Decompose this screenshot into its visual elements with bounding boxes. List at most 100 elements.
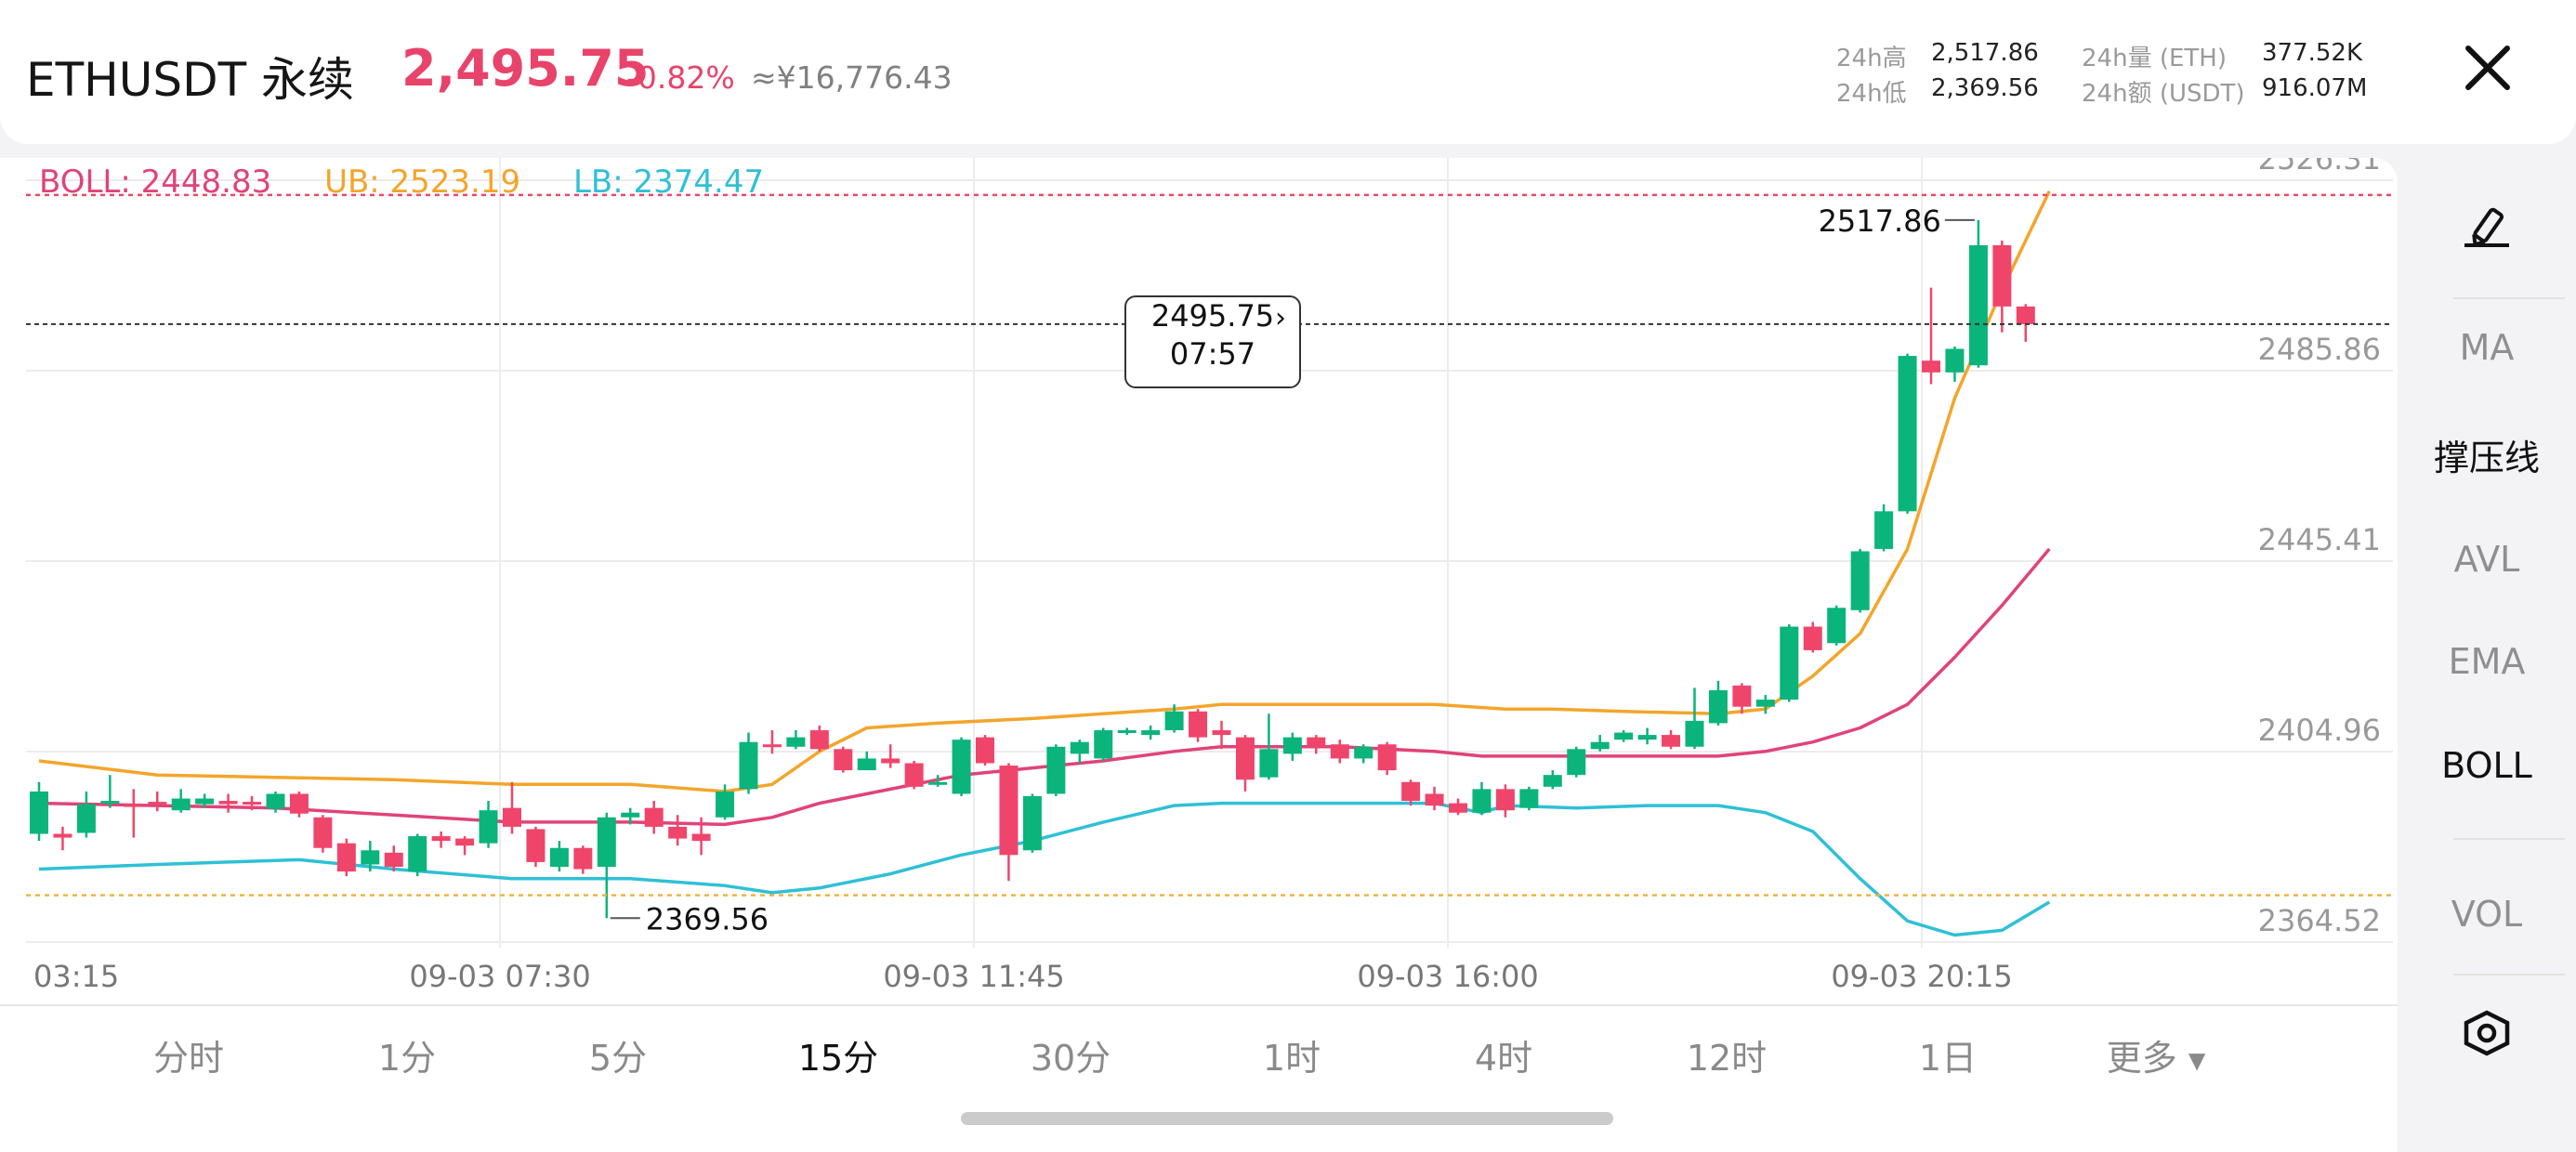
candle bbox=[1235, 735, 1255, 792]
candle bbox=[266, 791, 285, 813]
boll-legend: BOLL: 2448.83 UB: 2523.19 LB: 2374.47 bbox=[39, 164, 807, 201]
candle-body bbox=[1755, 700, 1775, 707]
candle-body bbox=[1850, 551, 1870, 610]
candle-body bbox=[1708, 689, 1728, 724]
timeframe-tab-more[interactable]: 更多 ▼ bbox=[2107, 1029, 2206, 1080]
candle bbox=[573, 845, 593, 874]
candle-body bbox=[809, 730, 829, 750]
candle-body bbox=[2016, 306, 2035, 324]
candle-body bbox=[455, 838, 475, 846]
candle-body bbox=[1282, 737, 1302, 754]
candle bbox=[716, 784, 735, 820]
candle-body bbox=[218, 801, 238, 805]
timeframe-tab-30m[interactable]: 30分 bbox=[1030, 1038, 1111, 1079]
pen-icon[interactable] bbox=[2398, 204, 2576, 251]
candle bbox=[1732, 683, 1752, 714]
candle-body bbox=[243, 802, 262, 805]
candle bbox=[1472, 781, 1492, 816]
y-axis-label: 2485.86 bbox=[2258, 332, 2381, 367]
indicator-ma[interactable]: MA bbox=[2459, 327, 2515, 368]
timeframe-tab-1h[interactable]: 1时 bbox=[1262, 1038, 1321, 1079]
candle bbox=[1495, 784, 1515, 818]
candle bbox=[455, 836, 475, 856]
candle-body bbox=[124, 804, 143, 807]
close-icon[interactable] bbox=[2453, 33, 2522, 102]
indicator-ema[interactable]: EMA bbox=[2448, 641, 2526, 682]
symbol-title[interactable]: ETHUSDT 永续 bbox=[26, 53, 355, 107]
candle bbox=[384, 845, 403, 872]
candle-body bbox=[1874, 511, 1894, 549]
candle bbox=[1354, 744, 1373, 764]
candle bbox=[549, 841, 569, 872]
candle-body bbox=[1212, 730, 1231, 736]
timeframe-tab-5m[interactable]: 5分 bbox=[588, 1038, 648, 1079]
y-axis-label: 2526.31 bbox=[2258, 158, 2381, 177]
candle bbox=[30, 781, 48, 842]
candle bbox=[53, 826, 72, 851]
low-24h-value: 2,369.56 bbox=[1931, 74, 2039, 102]
timeframe-tab-4h[interactable]: 4时 bbox=[1474, 1038, 1533, 1079]
indicator-vol[interactable]: VOL bbox=[2451, 894, 2523, 935]
cursor-price-label[interactable]: 2495.75 07:57 › bbox=[1124, 295, 1301, 388]
candle-body bbox=[30, 791, 48, 834]
candle bbox=[809, 725, 829, 752]
candle-body bbox=[503, 807, 521, 827]
candle bbox=[1070, 740, 1089, 764]
indicator-support-resistance[interactable]: 撑压线 bbox=[2433, 438, 2540, 478]
candle-body bbox=[1968, 244, 1988, 366]
timeframe-tab-1d[interactable]: 1日 bbox=[1918, 1038, 1978, 1079]
candle bbox=[1212, 720, 1231, 750]
more-label: 更多 bbox=[2106, 1038, 2177, 1079]
candle-body bbox=[928, 781, 948, 785]
high-marker: 2517.86 bbox=[1819, 203, 1941, 239]
candle bbox=[148, 791, 167, 812]
candle bbox=[1874, 504, 1894, 552]
ticker-header: ETHUSDT 永续 2,495.75 -0.82% ≈¥16,776.43 2… bbox=[0, 0, 2576, 144]
candle bbox=[999, 763, 1019, 882]
candle bbox=[243, 795, 262, 811]
x-axis-label: 09-03 11:45 bbox=[883, 959, 1064, 994]
timeframe-tab-12h[interactable]: 12时 bbox=[1686, 1038, 1768, 1079]
candle bbox=[1330, 740, 1349, 764]
candle bbox=[1755, 695, 1775, 714]
candle-body bbox=[1922, 360, 1940, 373]
indicator-avl[interactable]: AVL bbox=[2453, 539, 2520, 580]
candle bbox=[928, 775, 948, 787]
candle-body bbox=[1094, 730, 1113, 759]
candle bbox=[597, 812, 616, 919]
cursor-price: 2495.75 bbox=[1150, 298, 1275, 334]
candle bbox=[289, 791, 309, 818]
x-axis-label: 09-03 16:00 bbox=[1357, 959, 1538, 994]
candle bbox=[1141, 725, 1161, 740]
candle bbox=[431, 831, 451, 848]
cursor-time: 07:57 bbox=[1169, 336, 1256, 372]
candle bbox=[526, 826, 545, 868]
candle-body bbox=[881, 758, 900, 764]
boll-lb-value: LB: 2374.47 bbox=[572, 164, 765, 201]
candle-body bbox=[1425, 793, 1444, 806]
candle-body bbox=[1780, 626, 1799, 700]
candle-body bbox=[1614, 732, 1634, 740]
home-indicator[interactable] bbox=[961, 1112, 1613, 1125]
candle bbox=[171, 789, 191, 813]
candle bbox=[786, 730, 806, 750]
amount-24h-value: 916.07M bbox=[2262, 74, 2368, 102]
candle-body bbox=[952, 740, 971, 794]
candle-body bbox=[1803, 626, 1822, 650]
timeframe-tab-line[interactable]: 分时 bbox=[152, 1038, 225, 1079]
candle bbox=[621, 807, 640, 825]
settings-icon[interactable] bbox=[2398, 1007, 2576, 1059]
timeframe-tab-15m[interactable]: 15分 bbox=[797, 1038, 879, 1079]
indicator-boll[interactable]: BOLL bbox=[2441, 745, 2532, 786]
candle-body bbox=[644, 807, 664, 827]
candle bbox=[739, 732, 758, 794]
timeframe-tab-1m[interactable]: 1分 bbox=[377, 1038, 437, 1079]
candlestick-chart[interactable]: 2526.31 2485.86 2445.41 2404.96 2364.52 03:15… bbox=[0, 158, 2398, 1013]
candle-body bbox=[1117, 730, 1137, 734]
candle bbox=[1898, 353, 1917, 514]
candle-body bbox=[1046, 746, 1066, 794]
candle-body bbox=[1307, 737, 1326, 747]
candle bbox=[1425, 786, 1444, 811]
candle-body bbox=[621, 812, 640, 818]
candle bbox=[952, 737, 971, 796]
